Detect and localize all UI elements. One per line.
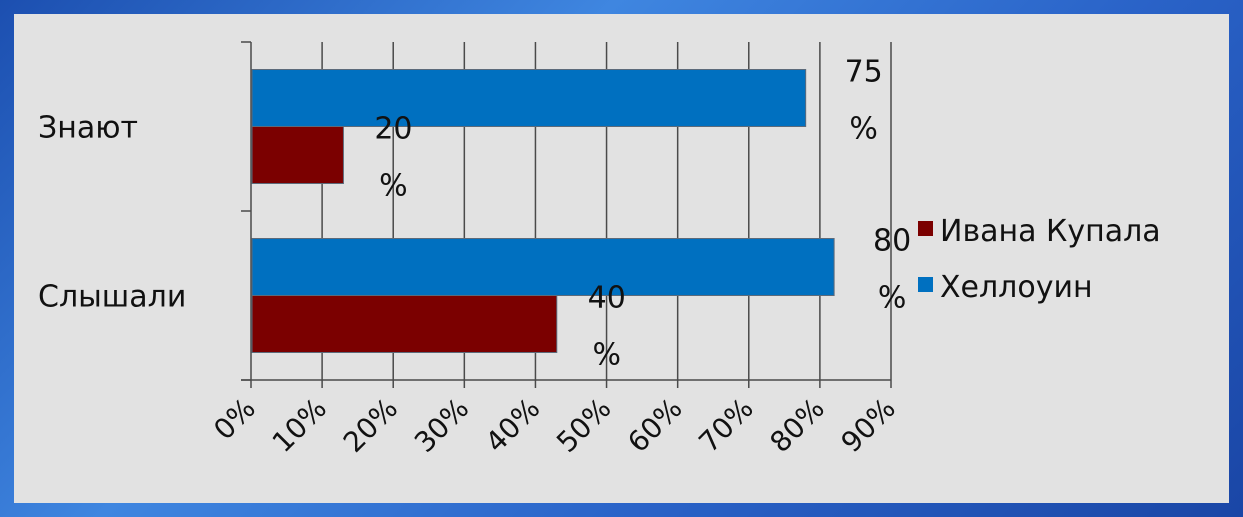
category-label: Знают [38,111,138,146]
bar [251,295,558,353]
legend-label: Ивана Купала [940,214,1161,249]
x-tick-label: 30% [408,392,475,459]
bar [251,69,807,127]
x-tick-label: 0% [207,392,262,447]
x-tick-label: 40% [479,392,546,459]
x-tick-label: 80% [763,392,830,459]
legend-swatch [918,221,933,236]
category-label: Слышали [38,280,186,315]
data-label: 80% [873,224,911,316]
bar [251,238,835,296]
data-label: 75% [845,55,883,147]
chart-panel: 0% 10% 20% 30% 40% 50% 60% 70% 80% 90% Знают Слышал… [14,14,1229,503]
x-tick-label: 70% [692,392,759,459]
x-tick-label: 10% [266,392,333,459]
x-tick-label: 90% [835,392,902,459]
x-tick-label: 20% [337,392,404,459]
bar-chart: 0% 10% 20% 30% 40% 50% 60% 70% 80% 90%ЗнаютСлышал… [38,41,1161,459]
legend-label: Хеллоуин [940,270,1093,305]
legend-swatch [918,277,933,292]
x-tick-label: 60% [621,392,688,459]
data-label: 20% [374,112,412,204]
data-label: 40% [588,281,626,373]
x-tick-label: 50% [550,392,617,459]
bar [251,126,344,184]
